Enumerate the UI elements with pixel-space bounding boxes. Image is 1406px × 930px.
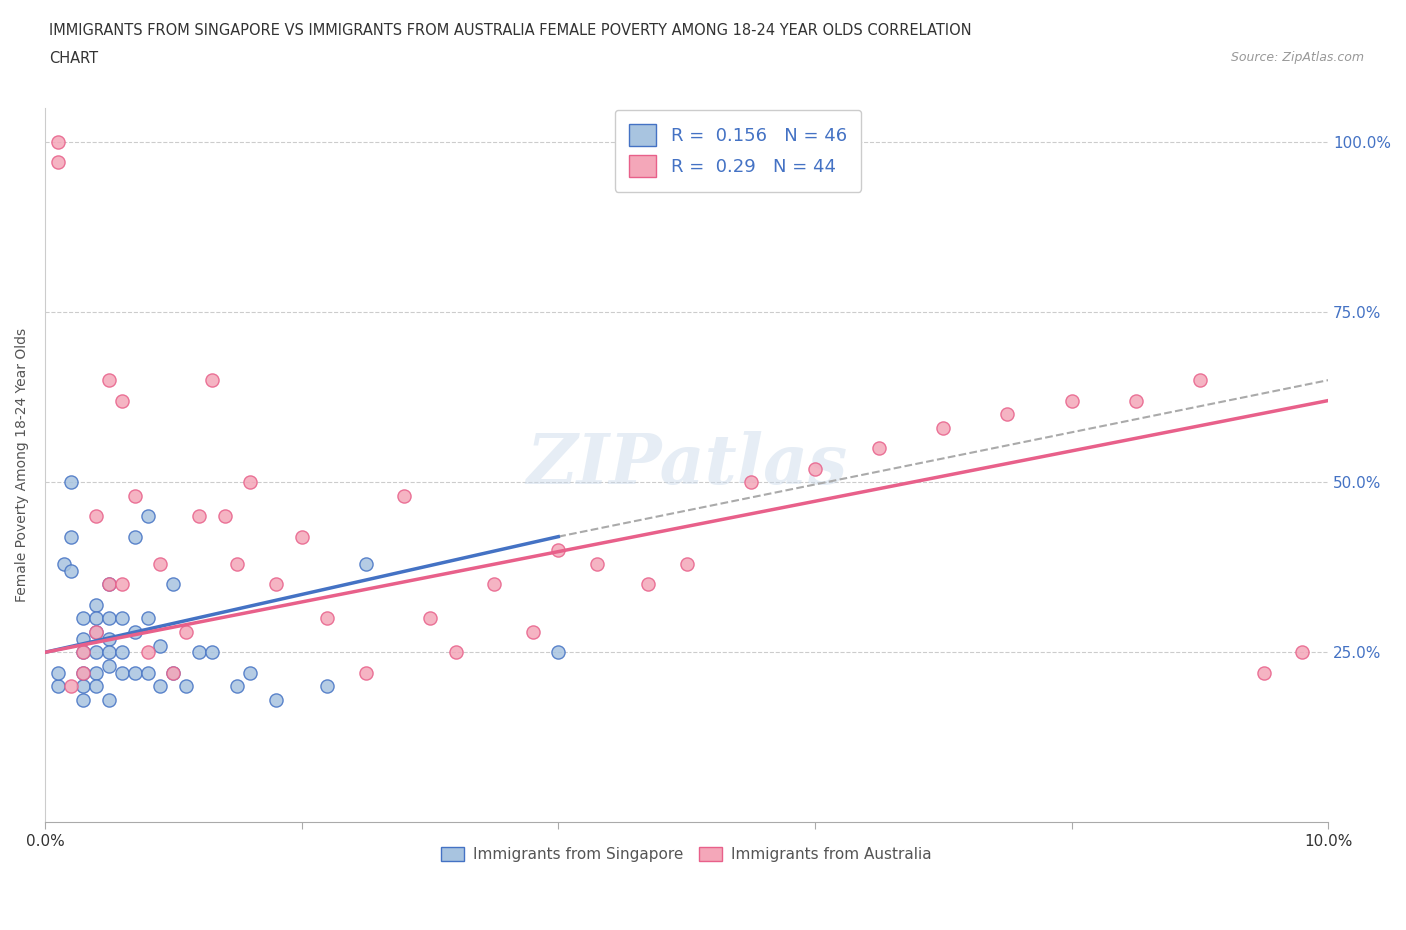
Point <box>84 644 107 659</box>
Point <box>1188 373 1211 388</box>
Point <box>291 529 314 544</box>
Point <box>804 461 827 476</box>
Point <box>226 556 249 571</box>
Point <box>84 679 107 694</box>
Point <box>59 679 82 694</box>
Point <box>136 665 159 680</box>
Text: Source: ZipAtlas.com: Source: ZipAtlas.com <box>1230 51 1364 64</box>
Point <box>98 631 121 646</box>
Point <box>995 406 1018 421</box>
Point <box>188 509 211 524</box>
Point <box>174 624 197 639</box>
Point <box>149 679 172 694</box>
Legend: Immigrants from Singapore, Immigrants from Australia: Immigrants from Singapore, Immigrants fr… <box>436 841 938 869</box>
Point <box>98 577 121 591</box>
Point <box>239 665 262 680</box>
Point <box>1060 393 1083 408</box>
Point <box>72 644 94 659</box>
Point <box>72 693 94 708</box>
Point <box>354 665 377 680</box>
Point <box>316 611 339 626</box>
Point <box>188 644 211 659</box>
Point <box>482 577 505 591</box>
Point <box>394 488 416 503</box>
Point <box>53 556 76 571</box>
Point <box>868 441 890 456</box>
Point <box>111 644 134 659</box>
Point <box>46 665 69 680</box>
Point <box>46 679 69 694</box>
Point <box>214 509 236 524</box>
Point <box>174 679 197 694</box>
Text: IMMIGRANTS FROM SINGAPORE VS IMMIGRANTS FROM AUSTRALIA FEMALE POVERTY AMONG 18-2: IMMIGRANTS FROM SINGAPORE VS IMMIGRANTS … <box>49 23 972 38</box>
Point <box>522 624 544 639</box>
Point <box>46 155 69 170</box>
Point <box>111 393 134 408</box>
Point <box>637 577 659 591</box>
Point <box>149 556 172 571</box>
Point <box>124 488 146 503</box>
Point <box>264 693 287 708</box>
Point <box>72 665 94 680</box>
Point <box>136 611 159 626</box>
Point <box>84 624 107 639</box>
Point <box>201 373 224 388</box>
Point <box>932 420 955 435</box>
Point <box>162 665 184 680</box>
Point <box>72 611 94 626</box>
Point <box>59 475 82 490</box>
Point <box>1291 644 1313 659</box>
Y-axis label: Female Poverty Among 18-24 Year Olds: Female Poverty Among 18-24 Year Olds <box>15 328 30 603</box>
Point <box>111 577 134 591</box>
Point <box>98 658 121 673</box>
Point <box>72 631 94 646</box>
Point <box>111 665 134 680</box>
Point <box>124 624 146 639</box>
Point <box>239 475 262 490</box>
Point <box>84 611 107 626</box>
Point <box>84 665 107 680</box>
Point <box>72 679 94 694</box>
Point <box>59 564 82 578</box>
Point <box>98 693 121 708</box>
Point <box>419 611 441 626</box>
Point <box>136 509 159 524</box>
Text: ZIPatlas: ZIPatlas <box>526 432 848 499</box>
Point <box>547 543 569 558</box>
Point <box>547 644 569 659</box>
Point <box>124 665 146 680</box>
Point <box>98 644 121 659</box>
Point <box>84 509 107 524</box>
Point <box>354 556 377 571</box>
Point <box>316 679 339 694</box>
Point <box>59 529 82 544</box>
Point <box>740 475 762 490</box>
Text: CHART: CHART <box>49 51 98 66</box>
Point <box>1253 665 1275 680</box>
Point <box>84 597 107 612</box>
Point <box>226 679 249 694</box>
Point <box>124 529 146 544</box>
Point <box>162 665 184 680</box>
Point <box>46 135 69 150</box>
Point <box>149 638 172 653</box>
Point <box>585 556 607 571</box>
Point <box>98 611 121 626</box>
Point <box>72 665 94 680</box>
Point <box>162 577 184 591</box>
Point <box>675 556 697 571</box>
Point <box>72 644 94 659</box>
Point <box>444 644 467 659</box>
Point <box>1125 393 1147 408</box>
Point <box>201 644 224 659</box>
Point <box>98 577 121 591</box>
Point <box>264 577 287 591</box>
Point <box>136 644 159 659</box>
Point <box>84 624 107 639</box>
Point <box>111 611 134 626</box>
Point <box>98 373 121 388</box>
